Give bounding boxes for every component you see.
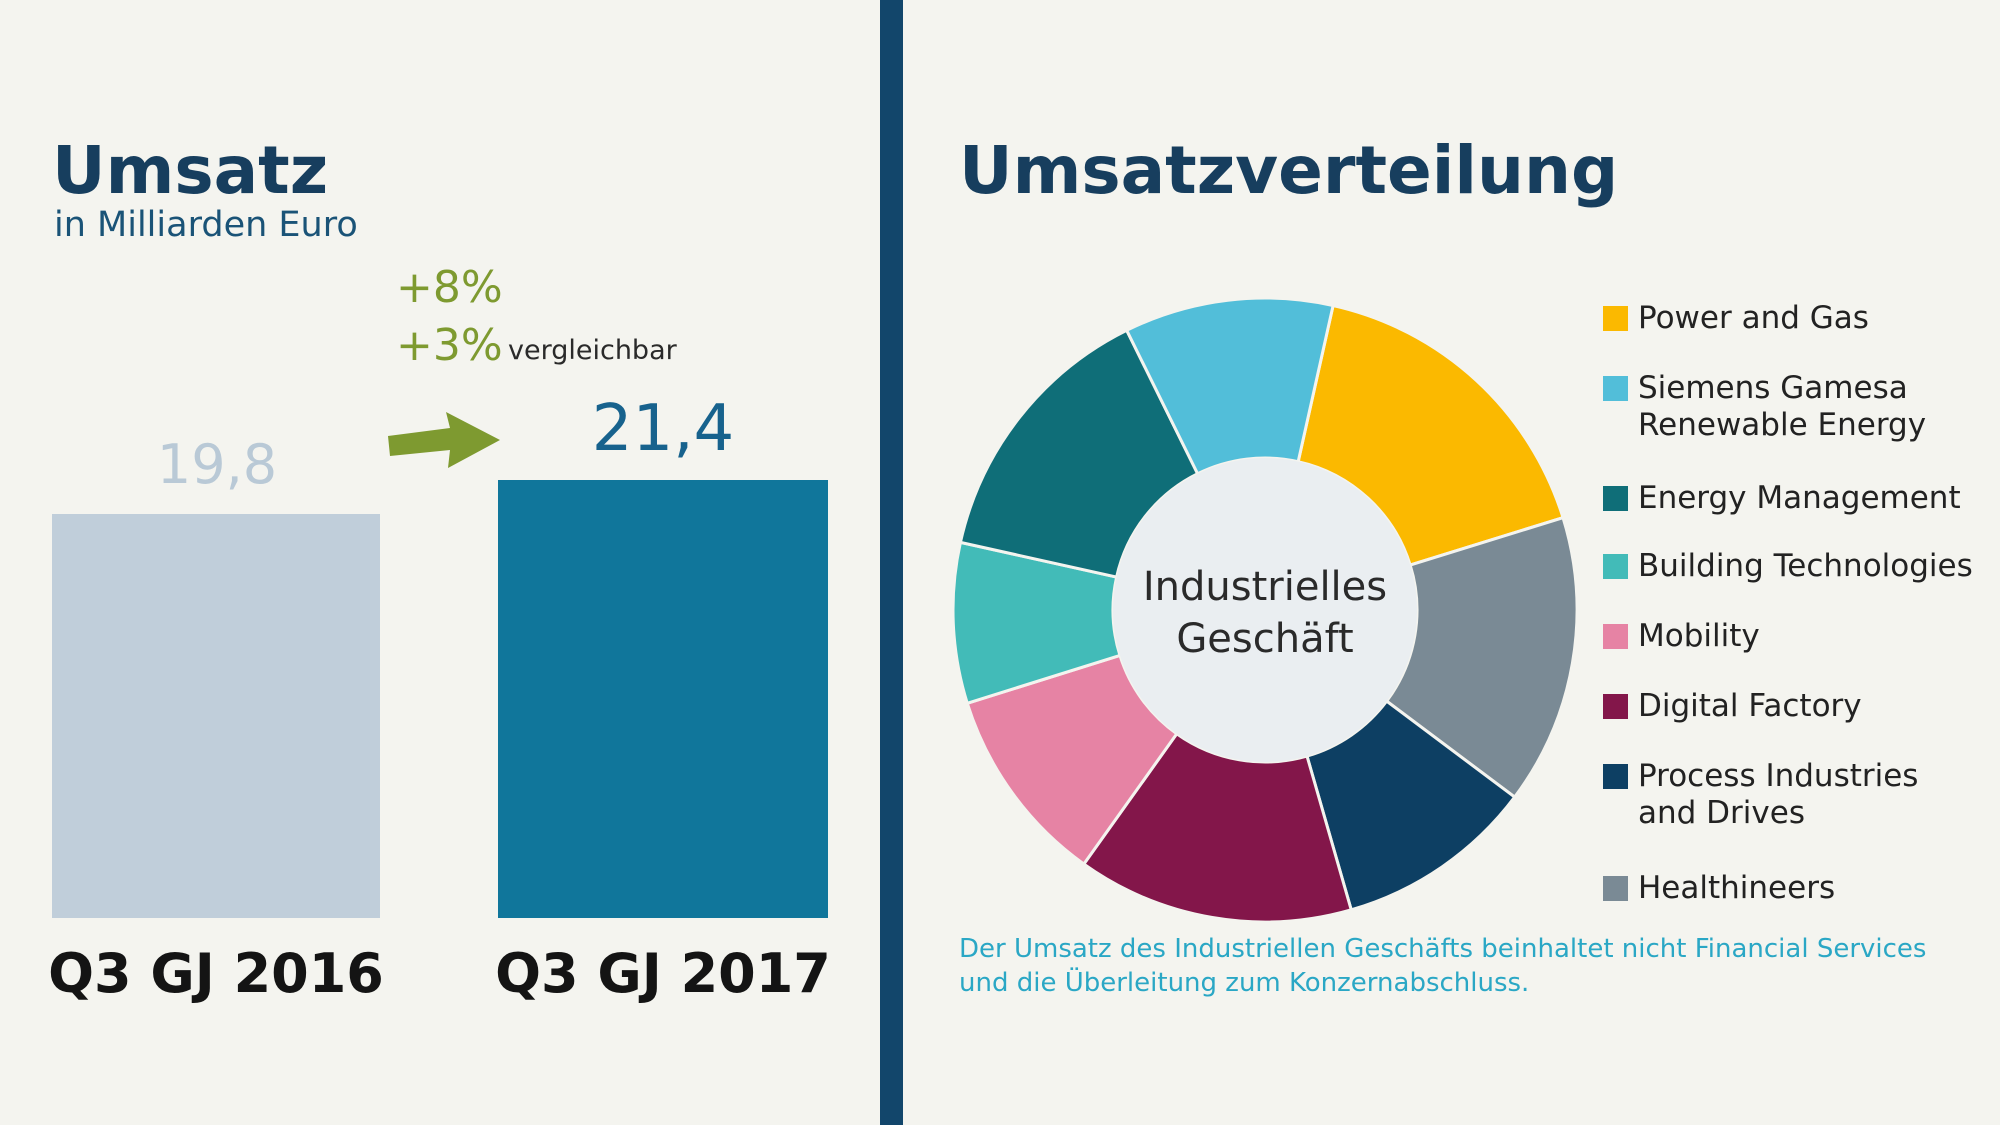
category-label-2016: Q3 GJ 2016 xyxy=(48,942,384,1005)
center-label-line2: Geschäft xyxy=(1176,616,1353,662)
legend-label: Building Technologies xyxy=(1638,548,1973,584)
bar-q3-2017 xyxy=(498,480,828,918)
category-label-2017: Q3 GJ 2017 xyxy=(495,942,831,1005)
legend-label: Mobility xyxy=(1638,618,1760,654)
legend-label: Energy Management xyxy=(1638,480,1961,516)
legend-label: Process Industries and Drives xyxy=(1638,758,1919,831)
legend-swatch xyxy=(1603,306,1628,331)
legend-item: Healthineers xyxy=(1603,870,1835,907)
bar-value-2016: 19,8 xyxy=(156,433,278,496)
revenue-title: Umsatz xyxy=(52,132,329,209)
legend-item: Digital Factory xyxy=(1603,688,1862,725)
legend-item: Process Industries and Drives xyxy=(1603,758,1918,832)
legend-item: Siemens Gamesa Renewable Energy xyxy=(1603,370,1926,444)
legend-swatch xyxy=(1603,694,1628,719)
bar-q3-2016 xyxy=(52,514,380,918)
revenue-subtitle: in Milliarden Euro xyxy=(54,205,358,245)
legend-item: Mobility xyxy=(1603,618,1760,655)
donut-slices xyxy=(951,296,1579,924)
arrow-right-icon xyxy=(388,412,500,468)
legend-swatch xyxy=(1603,876,1628,901)
panel-divider xyxy=(880,0,903,1125)
legend-item: Power and Gas xyxy=(1603,300,1869,337)
center-label-line1: Industrielles xyxy=(1143,564,1387,610)
legend-item: Energy Management xyxy=(1603,480,1961,517)
footnote: Der Umsatz des Industriellen Geschäfts b… xyxy=(959,934,1927,998)
legend-label: Healthineers xyxy=(1638,870,1836,906)
distribution-panel: Umsatzverteilung Industrielles Geschäft … xyxy=(903,0,2000,1125)
legend-label: Siemens Gamesa Renewable Energy xyxy=(1638,370,1927,443)
comparable-label: vergleichbar xyxy=(508,335,677,366)
legend-label: Digital Factory xyxy=(1638,688,1862,724)
legend-item: Building Technologies xyxy=(1603,548,1973,585)
legend-swatch xyxy=(1603,554,1628,579)
revenue-panel: Umsatz in Milliarden Euro +8% +3% vergle… xyxy=(0,0,880,1125)
legend-swatch xyxy=(1603,486,1628,511)
donut-chart: Industrielles Geschäft xyxy=(951,296,1579,924)
legend-swatch xyxy=(1603,764,1628,789)
growth-comparable: +3% xyxy=(396,320,503,371)
growth-nominal: +8% xyxy=(396,262,503,313)
distribution-title: Umsatzverteilung xyxy=(959,132,1619,209)
donut-hole xyxy=(1113,458,1417,762)
legend-swatch xyxy=(1603,624,1628,649)
bar-value-2017: 21,4 xyxy=(591,392,735,466)
legend-label: Power and Gas xyxy=(1638,300,1869,336)
legend-swatch xyxy=(1603,376,1628,401)
